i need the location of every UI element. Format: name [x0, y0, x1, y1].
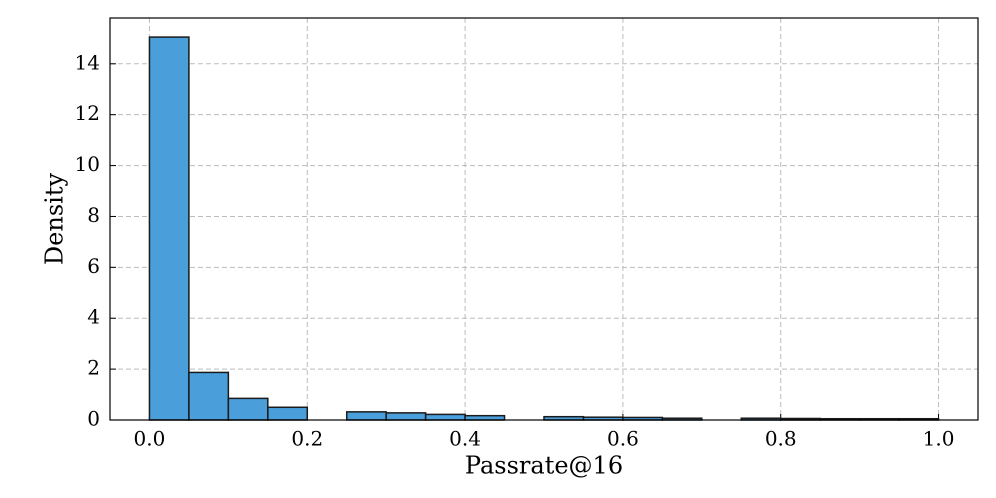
x-tick-label: 0.2: [291, 427, 323, 451]
x-tick-label: 0.6: [607, 427, 639, 451]
bar: [385, 412, 427, 421]
bar: [148, 36, 190, 421]
y-tick-label: 14: [75, 50, 100, 74]
bar: [464, 414, 506, 421]
x-tick-label: 1.0: [923, 427, 955, 451]
y-tick-label: 0: [87, 407, 100, 431]
x-tick-label: 0.4: [449, 427, 481, 451]
bar: [345, 411, 387, 421]
y-tick-label: 8: [87, 203, 100, 227]
y-tick-label: 12: [75, 101, 100, 125]
bar: [227, 397, 269, 421]
x-tick-label: 0.8: [765, 427, 797, 451]
y-axis-label: Density: [41, 173, 69, 266]
y-tick-label: 4: [87, 305, 100, 329]
y-tick-label: 6: [87, 254, 100, 278]
x-axis-label: Passrate@16: [465, 452, 623, 480]
x-tick-label: 0.0: [134, 427, 166, 451]
bar: [188, 371, 230, 421]
y-tick-label: 10: [75, 152, 100, 176]
y-tick-label: 2: [87, 356, 100, 380]
plot-frame: [109, 17, 979, 421]
bar: [267, 406, 309, 421]
bar: [424, 413, 466, 421]
